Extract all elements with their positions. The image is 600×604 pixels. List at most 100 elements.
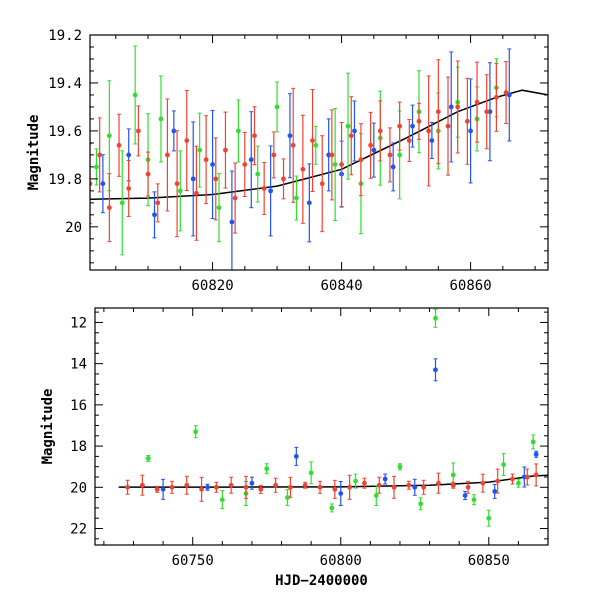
- data-point: [387, 127, 393, 183]
- data-point: [255, 145, 261, 203]
- data-point: [345, 72, 351, 180]
- data-point: [116, 113, 122, 177]
- data-point: [285, 489, 290, 507]
- data-point: [219, 490, 225, 510]
- data-point: [484, 74, 490, 150]
- plot-area: [118, 308, 548, 527]
- data-point: [106, 80, 112, 192]
- data-point: [229, 170, 235, 270]
- data-point: [177, 150, 183, 232]
- data-point: [205, 483, 210, 491]
- data-point: [332, 107, 338, 221]
- series-1: [160, 358, 539, 506]
- data-point: [450, 481, 456, 489]
- data-point: [397, 463, 403, 471]
- data-point: [145, 454, 151, 462]
- data-point: [421, 479, 427, 495]
- data-point: [139, 474, 145, 496]
- model-curve: [118, 474, 548, 488]
- data-point: [377, 100, 383, 162]
- series-2: [125, 463, 539, 502]
- data-point: [319, 135, 325, 233]
- data-point: [533, 463, 539, 487]
- data-point: [501, 453, 506, 477]
- data-point: [213, 137, 219, 221]
- data-point: [412, 478, 418, 496]
- data-point: [455, 60, 461, 154]
- data-point: [493, 62, 499, 132]
- data-point: [435, 59, 441, 165]
- data-point: [486, 509, 492, 527]
- data-point: [530, 434, 536, 450]
- series-2: [90, 59, 509, 243]
- data-point: [302, 481, 308, 489]
- data-point: [300, 114, 306, 224]
- data-point: [506, 48, 512, 142]
- x-tick-label: 60820: [191, 278, 233, 294]
- data-point: [119, 150, 125, 256]
- data-point: [510, 473, 515, 485]
- data-point: [261, 161, 267, 215]
- data-point: [397, 101, 403, 151]
- data-point: [348, 96, 354, 176]
- y-axis-label: Magnitude: [26, 115, 42, 191]
- y-tick-label: 14: [70, 357, 87, 373]
- x-tick-label: 60840: [320, 278, 362, 294]
- data-point: [243, 475, 249, 499]
- y-tick-label: 20: [70, 480, 87, 496]
- data-point: [194, 145, 199, 241]
- data-point: [465, 480, 471, 494]
- data-point: [352, 100, 357, 162]
- data-point: [268, 145, 274, 237]
- data-point: [213, 481, 219, 493]
- series-0: [145, 308, 536, 527]
- data-point: [310, 89, 315, 193]
- data-point: [197, 112, 203, 188]
- model-curve: [90, 89, 548, 201]
- data-point: [433, 308, 438, 328]
- data-point: [503, 61, 509, 125]
- data-point: [317, 480, 323, 494]
- bottom-panel-full: 60750 60800 60850 12 14 16 18 20 22 Magnitude HJD−…: [40, 307, 549, 589]
- data-point: [416, 102, 422, 140]
- data-point: [418, 497, 424, 511]
- data-point: [271, 131, 277, 179]
- data-point: [347, 474, 353, 500]
- data-point: [132, 45, 138, 145]
- y-tick-label: 16: [70, 398, 87, 414]
- y-tick-label: 19.2: [48, 28, 82, 44]
- data-point: [391, 475, 397, 499]
- plot-area: [90, 45, 548, 270]
- data-point: [306, 163, 312, 243]
- data-point: [184, 475, 190, 495]
- data-point: [125, 479, 130, 495]
- data-point: [264, 463, 270, 475]
- data-point: [371, 122, 377, 178]
- data-point: [126, 159, 132, 217]
- data-point: [426, 75, 432, 187]
- data-point: [332, 479, 338, 499]
- data-point: [433, 358, 438, 382]
- axes-frame: [94, 307, 549, 546]
- data-point: [228, 476, 234, 494]
- data-point: [193, 425, 199, 439]
- data-point: [249, 476, 255, 490]
- y-tick-label: 12: [70, 315, 87, 331]
- data-point: [464, 77, 470, 165]
- data-point: [429, 122, 435, 160]
- data-point: [329, 109, 335, 201]
- data-point: [373, 485, 379, 507]
- data-point: [462, 491, 468, 501]
- data-point: [436, 472, 441, 494]
- top-panel-zoom: 60820 60840 60860 19.2 19.4 19.6 19.8 20 Magnitu…: [26, 28, 549, 294]
- data-point: [410, 104, 415, 148]
- data-point: [362, 477, 367, 489]
- data-point: [290, 87, 296, 203]
- data-point: [106, 173, 112, 243]
- data-point: [474, 61, 480, 143]
- y-tick-label: 22: [70, 522, 87, 538]
- data-point: [258, 484, 264, 494]
- data-point: [273, 477, 279, 493]
- axes-frame: [89, 34, 549, 271]
